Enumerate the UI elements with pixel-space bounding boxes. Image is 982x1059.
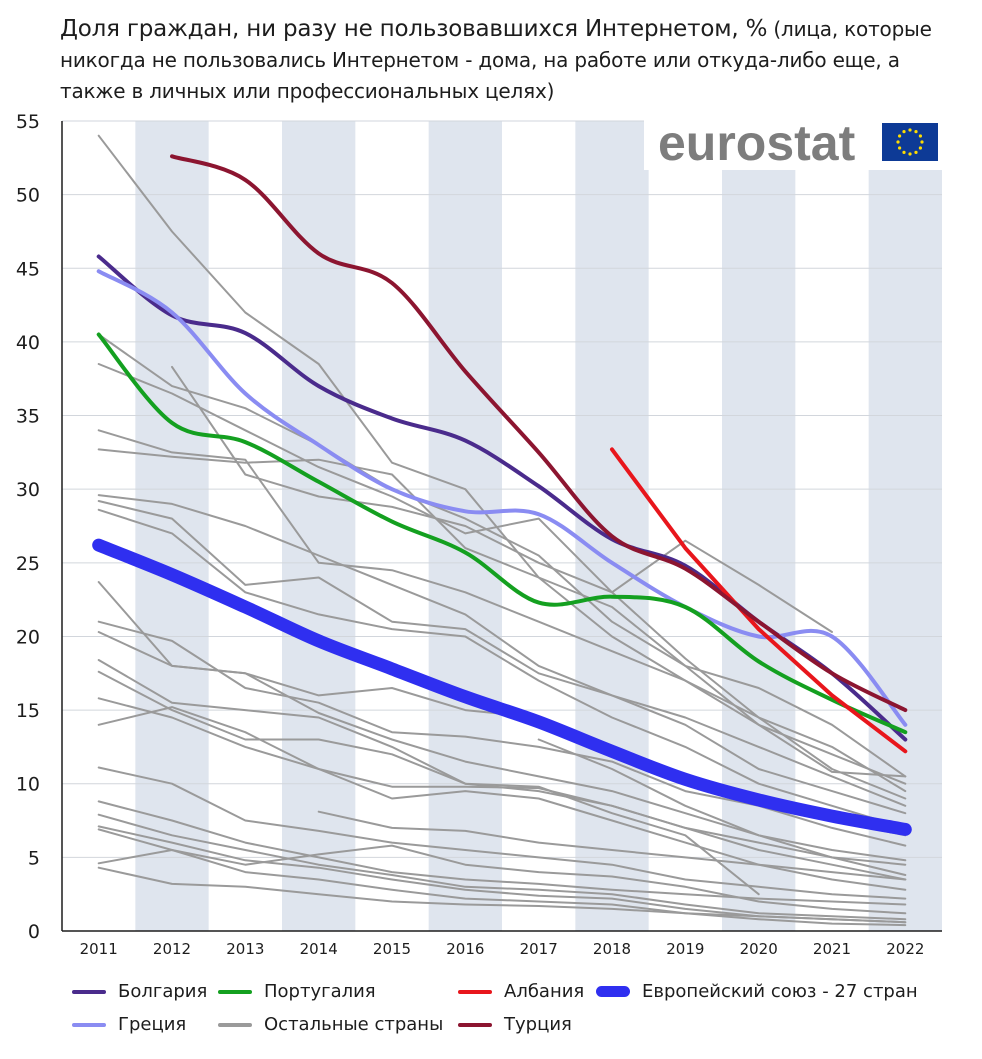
x-tick-label: 2020 — [740, 940, 778, 958]
eu-star-icon — [918, 134, 923, 138]
legend-item: Португалия — [218, 981, 376, 1002]
x-tick-label: 2021 — [813, 940, 851, 958]
y-tick-label: 50 — [16, 185, 40, 207]
other-country-line-12 — [97, 631, 907, 862]
legend-swatch — [72, 1022, 106, 1027]
legend-swatch — [218, 1022, 252, 1027]
eu-star-icon — [920, 140, 924, 144]
highlighted-lines — [92, 154, 912, 836]
legend-label: Остальные страны — [264, 1014, 444, 1035]
legend-label: Турция — [504, 1014, 572, 1035]
x-tick-label: 2022 — [886, 940, 924, 958]
eu-star-icon — [908, 128, 912, 132]
legend-item: Остальные страны — [218, 1014, 443, 1035]
other-country-line-15 — [97, 697, 907, 891]
eu-stars-icon — [896, 128, 924, 156]
axes: 0 5 10 15 20 25 30 35 40 45 50 55 2011 2012 2013 2014 20… — [16, 111, 942, 958]
y-tick-label: 5 — [28, 847, 40, 869]
x-tick-label: 2017 — [520, 940, 558, 958]
legend-label: Болгария — [118, 981, 208, 1002]
y-tick-label: 55 — [16, 111, 40, 133]
x-tick-label: 2015 — [373, 940, 411, 958]
other-country-line-5 — [97, 429, 907, 785]
year-band-2018 — [575, 121, 649, 931]
year-band-2020 — [722, 165, 796, 931]
legend-label: Албания — [504, 981, 585, 1002]
x-tick-label: 2013 — [226, 940, 264, 958]
series-line-турция — [170, 154, 908, 713]
other-country-line-2 — [97, 333, 907, 778]
legend-item: Болгария — [72, 981, 207, 1002]
chart-title-main: Доля граждан, ни разу не пользовавшихся … — [60, 16, 768, 42]
chart-title: Доля граждан, ни разу не пользовавшихся … — [60, 14, 960, 107]
y-tick-label: 40 — [16, 332, 40, 354]
x-tick-label: 2011 — [80, 940, 118, 958]
other-country-line-23 — [97, 866, 907, 924]
legend-swatch — [596, 986, 630, 997]
other-country-line-21 — [97, 828, 907, 927]
legend-swatch — [458, 989, 492, 994]
other-country-line-19 — [97, 813, 907, 921]
other-country-line-3 — [97, 363, 907, 800]
logo-wordmark: eurostat — [658, 115, 856, 171]
legend-label: Европейский союз - 27 стран — [642, 981, 918, 1002]
eu-star-icon — [902, 130, 906, 134]
y-tick-label: 10 — [16, 774, 40, 796]
eu-star-icon — [914, 150, 918, 154]
other-country-line-9 — [97, 508, 907, 829]
legend-item: Греция — [72, 1014, 186, 1035]
x-tick-label: 2016 — [446, 940, 484, 958]
legend-item: Турция — [458, 1014, 572, 1035]
year-band-2014 — [282, 121, 356, 931]
x-tick-label: 2018 — [593, 940, 631, 958]
y-tick-label: 35 — [16, 406, 40, 428]
y-tick-label: 25 — [16, 553, 40, 575]
eu-star-icon — [896, 140, 900, 144]
y-tick-label: 45 — [16, 258, 40, 280]
other-country-line-1 — [97, 134, 907, 778]
year-band-2022 — [868, 165, 942, 931]
legend-item: Европейский союз - 27 стран — [596, 981, 918, 1002]
other-country-line-22 — [97, 844, 907, 915]
eu-star-icon — [898, 146, 902, 150]
eu-star-icon — [902, 150, 906, 154]
chart-title-sub: (лица, которые никогда не пользовались И… — [60, 17, 932, 103]
other-country-line-17 — [97, 766, 907, 900]
series-line-греция — [96, 269, 908, 727]
legend-label: Португалия — [264, 981, 376, 1002]
other-country-line-25 — [537, 738, 907, 876]
y-tick-label: 0 — [28, 921, 40, 943]
other-country-line-8 — [97, 500, 907, 815]
series-line-португалия — [96, 332, 908, 735]
x-tick-label: 2014 — [300, 940, 338, 958]
other-country-line-24 — [317, 810, 907, 881]
other-country-line-14 — [97, 670, 760, 896]
legend-swatch — [458, 1022, 492, 1027]
legend-swatch — [72, 989, 106, 994]
legend-label: Греция — [118, 1014, 187, 1035]
eu-star-icon — [908, 152, 912, 156]
eurostat-logo: eurostat — [644, 113, 944, 171]
legend-swatch — [218, 989, 252, 994]
legend-item: Албания — [458, 981, 584, 1002]
other-country-line-18 — [97, 800, 907, 906]
y-tick-label: 20 — [16, 626, 40, 648]
y-tick-label: 30 — [16, 479, 40, 501]
eu-star-icon — [918, 146, 923, 150]
other-country-line-7 — [97, 494, 907, 807]
other-country-line-16 — [97, 706, 907, 866]
x-tick-label: 2019 — [666, 940, 704, 958]
series-line-европейский-союз-27-стран — [92, 538, 912, 836]
other-country-line-6 — [97, 448, 907, 793]
y-tick-label: 15 — [16, 700, 40, 722]
eu-star-icon — [914, 130, 918, 134]
eu-star-icon — [898, 134, 902, 138]
other-country-line-4 — [171, 365, 833, 633]
series-line-албания — [610, 447, 908, 754]
x-tick-label: 2012 — [153, 940, 191, 958]
